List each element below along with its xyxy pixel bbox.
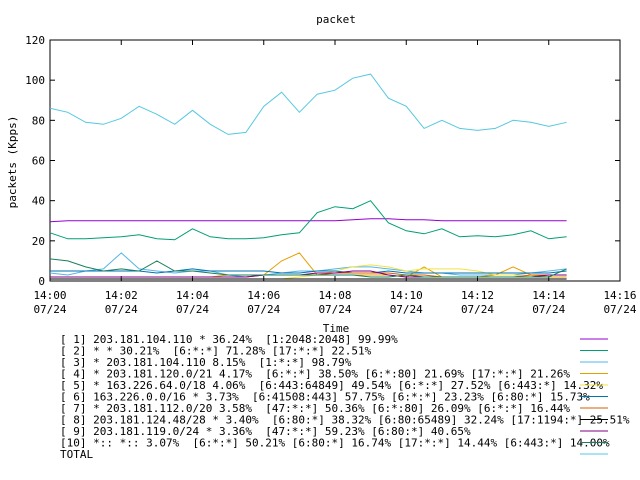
series-line-11	[49, 73, 567, 135]
x-tick-label-date: 07/24	[176, 303, 209, 316]
x-tick-label-date: 07/24	[532, 303, 565, 316]
legend-entry-9: [ 9] 203.181.119.0/24 * 3.36% [47:*:*] 5…	[60, 425, 471, 438]
y-tick-label: 20	[32, 235, 45, 248]
x-tick-label-time: 14:04	[176, 289, 209, 302]
series-line-1	[49, 218, 567, 223]
x-tick-label-time: 14:00	[33, 289, 66, 302]
legend-entry-5: [ 5] * 163.226.64.0/18 4.06% [6:443:6484…	[60, 379, 603, 392]
legend-entry-1: [ 1] 203.181.104.110 * 36.24% [1:2048:20…	[60, 333, 398, 346]
series-line-10	[49, 258, 567, 278]
legend-entry-3: [ 3] * 203.181.104.110 8.15% [1:*:*] 98.…	[60, 356, 352, 369]
legend-entry-8: [ 8] 203.181.124.48/28 * 3.40% [6:80:*] …	[60, 414, 630, 427]
legend-entry-4: [ 4] * 203.181.120.0/21 4.17% [6:*:*] 38…	[60, 368, 570, 381]
legend-entry-6: [ 6] 163.226.0.0/16 * 3.73% [6:41508:443…	[60, 391, 590, 404]
x-tick-label-date: 07/24	[33, 303, 66, 316]
x-tick-label-time: 14:12	[461, 289, 494, 302]
y-tick-label: 80	[32, 114, 45, 127]
legend-entry-7: [ 7] * 203.181.112.0/20 3.58% [47:*:*] 5…	[60, 402, 570, 415]
legend-entry-2: [ 2] * * 30.21% [6:*:*] 71.28% [17:*:*] …	[60, 345, 372, 358]
y-tick-label: 100	[25, 74, 45, 87]
series-lines	[49, 73, 567, 280]
x-axis-label: Time	[323, 322, 350, 335]
y-tick-label: 120	[25, 34, 45, 47]
x-tick-label-date: 07/24	[603, 303, 636, 316]
legend: [ 1] 203.181.104.110 * 36.24% [1:2048:20…	[60, 333, 630, 461]
series-line-2	[49, 200, 567, 241]
x-tick-label-time: 14:06	[247, 289, 280, 302]
y-axis-label: packets (Kpps)	[6, 116, 19, 209]
x-tick-label-date: 07/24	[461, 303, 494, 316]
x-tick-label-date: 07/24	[318, 303, 351, 316]
x-tick-label-time: 14:02	[105, 289, 138, 302]
x-tick-label-time: 14:16	[603, 289, 636, 302]
x-tick-label-date: 07/24	[105, 303, 138, 316]
x-tick-label-time: 14:14	[532, 289, 565, 302]
x-tick-label-date: 07/24	[247, 303, 280, 316]
plot-frame	[49, 39, 621, 282]
x-tick-label-time: 14:08	[318, 289, 351, 302]
y-tick-label: 60	[32, 155, 45, 168]
y-tick-label: 40	[32, 195, 45, 208]
chart-title: packet	[316, 13, 356, 26]
y-tick-label: 0	[38, 275, 45, 288]
legend-entry-10: [10] *:: *:: 3.07% [6:*:*] 50.21% [6:80:…	[60, 437, 610, 450]
legend-entry-11: TOTAL	[60, 448, 93, 461]
x-tick-label-time: 14:10	[390, 289, 423, 302]
series-line-3	[49, 252, 567, 278]
x-tick-label-date: 07/24	[390, 303, 423, 316]
axis-ticks: 02040608010012014:0007/2414:0207/2414:04…	[25, 34, 637, 316]
